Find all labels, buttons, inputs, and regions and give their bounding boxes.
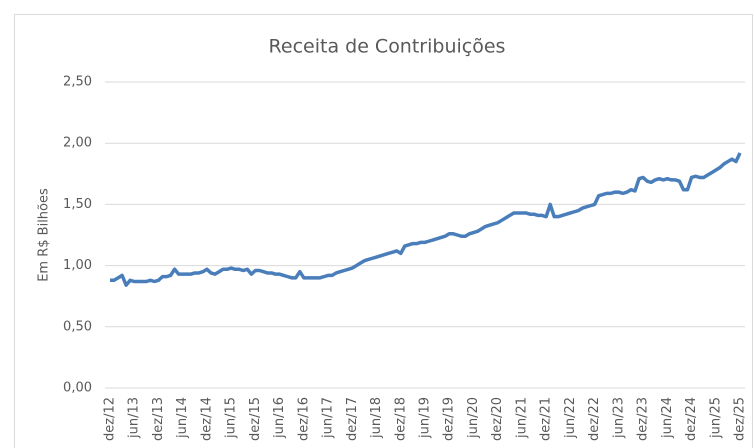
- data-line: [110, 152, 742, 287]
- x-tick-label: dez/14: [199, 397, 214, 441]
- x-tick-label: dez/12: [103, 397, 118, 441]
- x-tick-label: dez/15: [248, 397, 263, 441]
- chart-title: Receita de Contribuições: [269, 36, 506, 58]
- x-tick-label: jun/25: [708, 397, 723, 439]
- x-tick-label: jun/22: [563, 397, 578, 439]
- x-tick-label: dez/21: [539, 397, 554, 441]
- x-tick-label: dez/24: [684, 397, 699, 441]
- x-tick-label: jun/21: [514, 397, 529, 439]
- x-tick-label: jun/24: [660, 397, 675, 439]
- x-tick-label: jun/15: [224, 397, 239, 439]
- y-tick-label: 2,50: [63, 75, 92, 90]
- x-tick-label: jun/14: [175, 397, 190, 439]
- x-tick-label: jun/18: [369, 397, 384, 439]
- x-tick-label: dez/13: [151, 397, 166, 441]
- x-tick-label: dez/18: [393, 397, 408, 441]
- x-tick-label: jun/20: [466, 397, 481, 439]
- x-tick-label: dez/23: [636, 397, 651, 441]
- x-tick-label: dez/19: [442, 397, 457, 441]
- y-tick-label: 0,00: [63, 381, 92, 396]
- x-tick-label: jun/16: [272, 397, 287, 439]
- x-tick-label: dez/22: [587, 397, 602, 441]
- y-tick-label: 2,00: [63, 136, 92, 151]
- y-tick-label: 1,50: [63, 197, 92, 212]
- x-tick-label: jun/19: [418, 397, 433, 439]
- x-tick-label: dez/16: [296, 397, 311, 441]
- x-tick-label: jun/17: [321, 397, 336, 439]
- x-tick-label: dez/20: [490, 397, 505, 441]
- y-tick-label: 0,50: [63, 319, 92, 334]
- x-tick-label: dez/25: [733, 397, 748, 441]
- x-tick-label: jun/13: [127, 397, 142, 439]
- x-tick-label: jun/23: [611, 397, 626, 439]
- y-axis-label: Em R$ Bilhões: [37, 188, 52, 282]
- x-tick-label: dez/17: [345, 397, 360, 441]
- y-tick-label: 1,00: [63, 258, 92, 273]
- chart-frame: [14, 14, 753, 448]
